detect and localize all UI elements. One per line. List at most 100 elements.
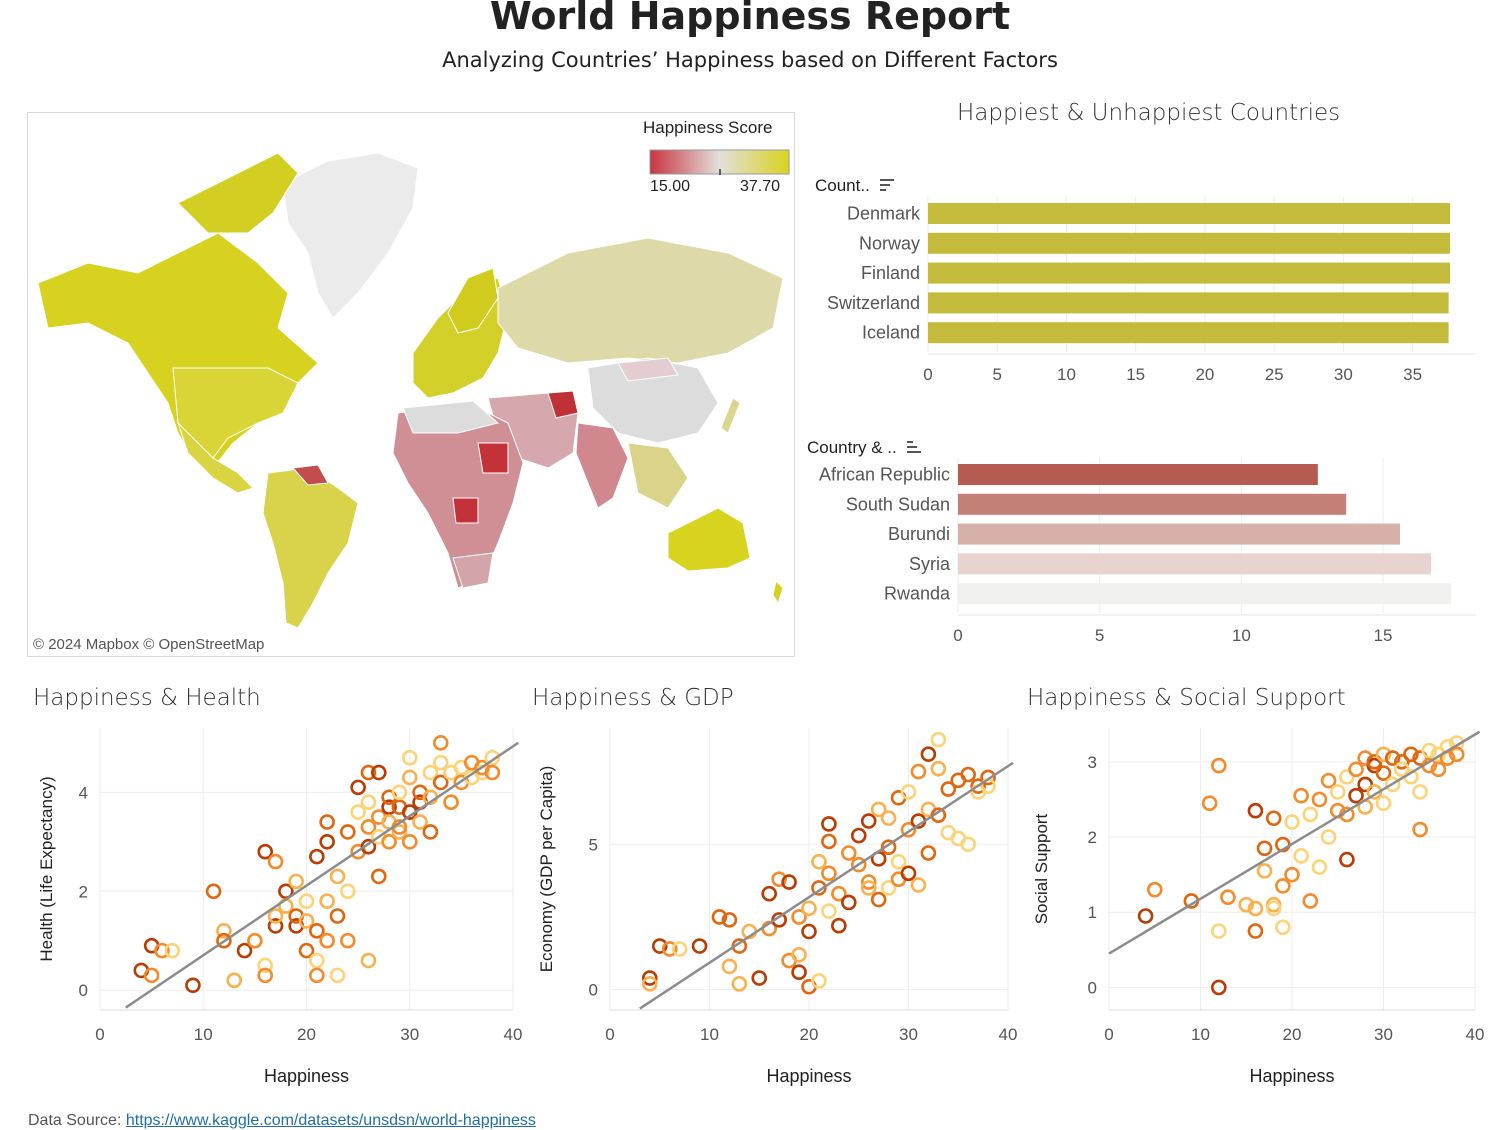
scatter-point[interactable]	[360, 819, 377, 835]
bar[interactable]	[958, 583, 1451, 605]
scatter-point[interactable]	[309, 923, 325, 939]
scatter-point[interactable]	[298, 942, 315, 959]
scatter-point[interactable]	[1375, 795, 1392, 811]
scatter-point[interactable]	[1384, 776, 1401, 793]
scatter-point[interactable]	[339, 824, 356, 840]
bar[interactable]	[958, 493, 1347, 515]
scatter-point[interactable]	[811, 853, 827, 870]
bar[interactable]	[928, 232, 1450, 254]
scatter-gdp-chart[interactable]: 0 10 20 30 40 0 5 Happiness Economy (GDP per Cap…	[530, 720, 1025, 1090]
scatter-point[interactable]	[960, 766, 977, 783]
scatter-point[interactable]	[1375, 746, 1392, 763]
scatter-point[interactable]	[831, 917, 847, 934]
scatter-point[interactable]	[651, 938, 668, 954]
choropleth-map[interactable]	[27, 112, 795, 657]
scatter-point[interactable]	[1412, 784, 1428, 800]
scatter-point[interactable]	[319, 833, 335, 850]
bar[interactable]	[928, 322, 1449, 344]
scatter-point[interactable]	[484, 749, 501, 766]
scatter-point[interactable]	[761, 885, 777, 902]
scatter-point[interactable]	[1256, 863, 1273, 879]
scatter-point[interactable]	[860, 874, 877, 890]
scatter-point[interactable]	[432, 754, 449, 771]
scatter-point[interactable]	[960, 836, 977, 853]
scatter-point[interactable]	[226, 972, 243, 989]
sort-asc-icon[interactable]	[906, 439, 924, 455]
scatter-point[interactable]	[1430, 761, 1447, 778]
scatter-point[interactable]	[1384, 750, 1401, 766]
scatter-point[interactable]	[801, 900, 817, 917]
scatter-point[interactable]	[870, 801, 887, 818]
scatter-point[interactable]	[143, 967, 160, 984]
scatter-point[interactable]	[1265, 810, 1282, 827]
scatter-point[interactable]	[661, 941, 678, 957]
scatter-point[interactable]	[691, 938, 708, 954]
map-canvas[interactable]	[28, 113, 794, 656]
scatter-point[interactable]	[791, 964, 807, 981]
scatter-point[interactable]	[1430, 746, 1447, 763]
scatter-point[interactable]	[850, 856, 867, 873]
scatter-point[interactable]	[1339, 851, 1355, 868]
scatter-point[interactable]	[1393, 754, 1410, 770]
scatter-point[interactable]	[350, 804, 366, 820]
scatter-point[interactable]	[257, 957, 273, 974]
bar[interactable]	[958, 553, 1432, 575]
scatter-point[interactable]	[642, 970, 658, 986]
scatter-point[interactable]	[319, 893, 335, 909]
scatter-point[interactable]	[288, 873, 304, 890]
scatter-point[interactable]	[257, 967, 273, 984]
scatter-point[interactable]	[840, 845, 857, 861]
unhappiest-bar-chart[interactable]: 0 5 10 15 African Republic South Sudan Burundi…	[800, 458, 1490, 658]
scatter-point[interactable]	[910, 763, 927, 780]
scatter-point[interactable]	[1393, 761, 1410, 778]
scatter-point[interactable]	[309, 848, 325, 865]
scatter-point[interactable]	[432, 735, 449, 751]
scatter-point[interactable]	[920, 746, 937, 762]
scatter-point[interactable]	[1211, 923, 1227, 939]
scatter-point[interactable]	[930, 731, 947, 748]
scatter-point[interactable]	[721, 958, 738, 975]
scatter-point[interactable]	[1238, 896, 1255, 913]
scatter-point[interactable]	[278, 883, 294, 900]
scatter-point[interactable]	[880, 810, 897, 826]
scatter-point[interactable]	[642, 976, 658, 992]
scatter-point[interactable]	[401, 833, 418, 850]
scatter-point[interactable]	[711, 909, 728, 925]
scatter-point[interactable]	[1247, 923, 1264, 939]
scatter-point[interactable]	[1201, 795, 1218, 811]
scatter-point[interactable]	[1375, 765, 1392, 781]
scatter-point[interactable]	[1247, 900, 1264, 917]
scatter-point[interactable]	[850, 827, 867, 844]
scatter-point[interactable]	[205, 883, 222, 900]
scatter-point[interactable]	[247, 932, 263, 949]
scatter-point[interactable]	[360, 952, 377, 969]
scatter-point[interactable]	[821, 833, 837, 850]
scatter-point[interactable]	[267, 908, 284, 924]
scatter-point[interactable]	[1211, 979, 1227, 996]
scatter-point[interactable]	[671, 941, 688, 957]
scatter-point[interactable]	[267, 853, 284, 870]
scatter-point[interactable]	[940, 781, 957, 797]
scatter-point[interactable]	[1348, 787, 1364, 804]
scatter-point[interactable]	[1403, 746, 1419, 763]
scatter-point[interactable]	[880, 839, 897, 855]
scatter-point[interactable]	[1265, 900, 1282, 917]
sort-desc-icon[interactable]	[879, 177, 897, 193]
scatter-point[interactable]	[185, 977, 201, 994]
scatter-point[interactable]	[1146, 881, 1163, 898]
scatter-point[interactable]	[791, 909, 807, 925]
scatter-point[interactable]	[1247, 802, 1264, 819]
bar[interactable]	[928, 262, 1450, 284]
scatter-point[interactable]	[432, 774, 449, 791]
scatter-point[interactable]	[1284, 866, 1300, 883]
scatter-point[interactable]	[164, 942, 181, 959]
scatter-point[interactable]	[930, 760, 947, 777]
scatter-social-chart[interactable]: 0 10 20 30 40 0 1 2 3 Happiness Social Support	[1025, 720, 1500, 1090]
scatter-point[interactable]	[422, 764, 439, 781]
scatter-point[interactable]	[781, 874, 797, 890]
scatter-point[interactable]	[821, 865, 837, 882]
scatter-point[interactable]	[370, 868, 387, 885]
scatter-point[interactable]	[970, 778, 986, 794]
scatter-point[interactable]	[900, 865, 917, 882]
scatter-point[interactable]	[1275, 919, 1291, 936]
